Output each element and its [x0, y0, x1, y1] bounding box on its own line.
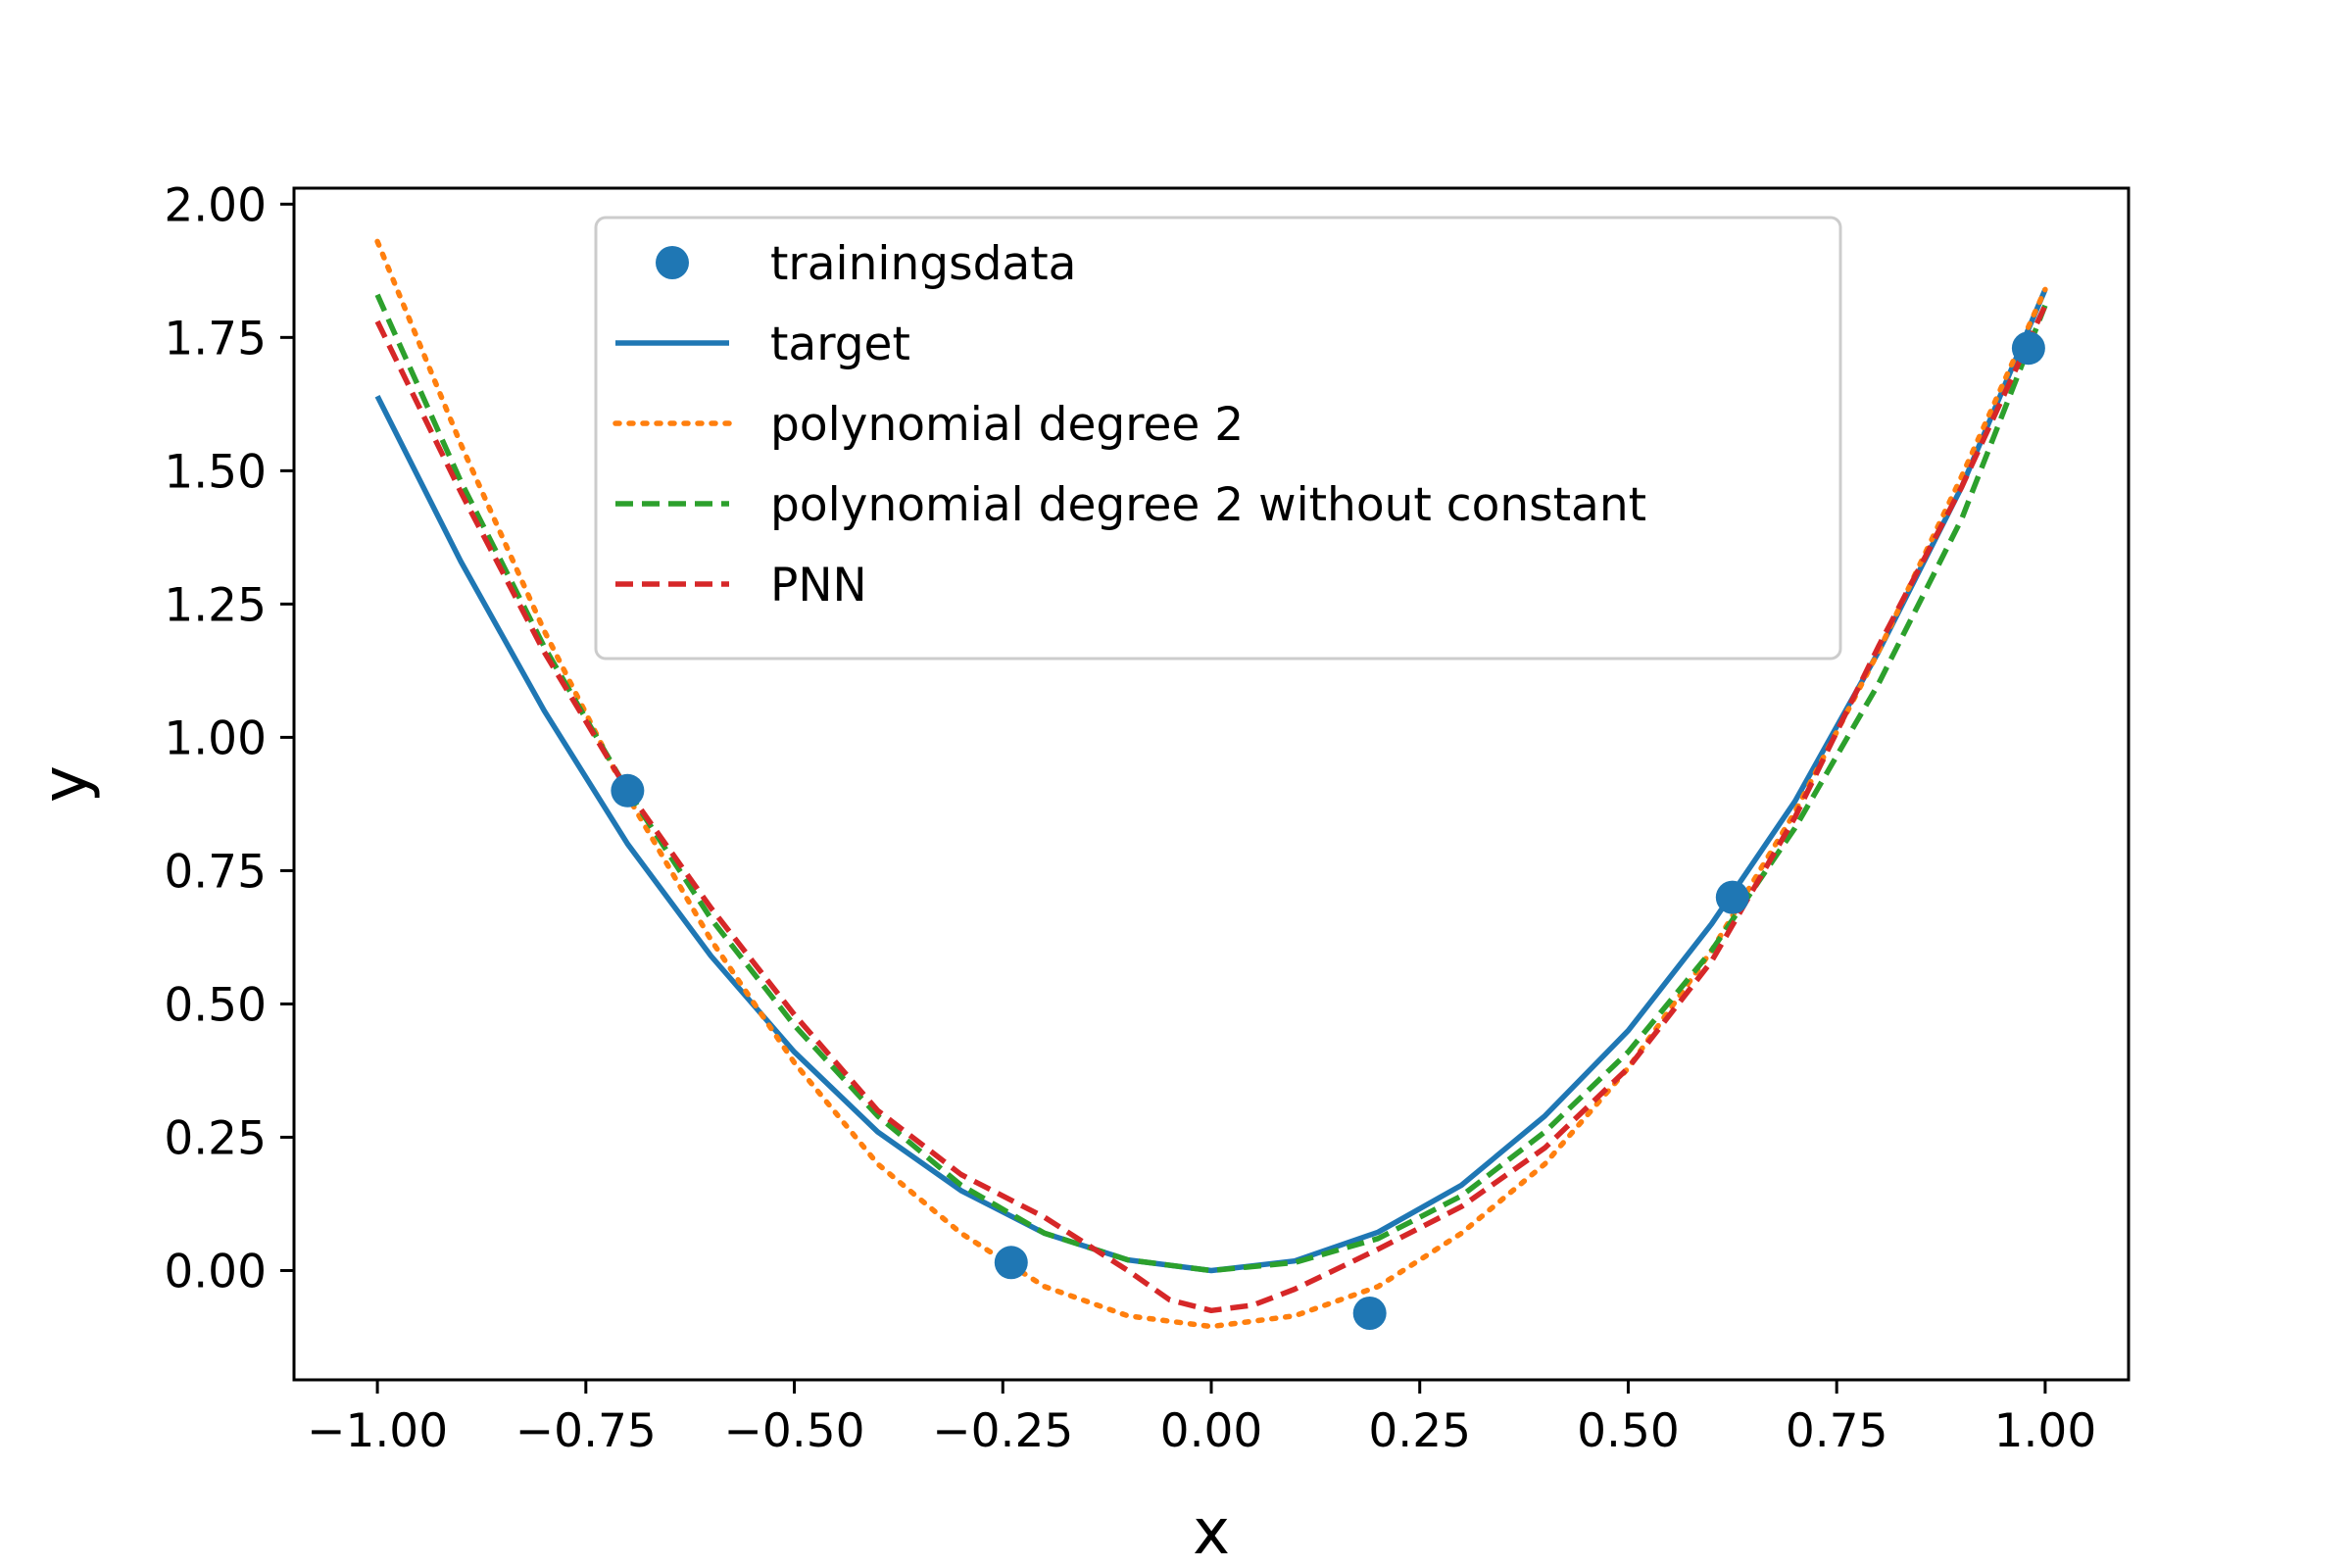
legend-label: target	[770, 318, 910, 371]
legend-label: polynomial degree 2	[770, 398, 1244, 452]
x-tick-label: −0.25	[932, 1404, 1073, 1458]
series-layer	[374, 238, 2048, 1330]
y-tick-label: 1.50	[164, 445, 267, 499]
data-point	[994, 1246, 1028, 1280]
data-point	[611, 773, 645, 808]
legend-label: PNN	[770, 559, 867, 612]
x-tick-label: 0.75	[1786, 1404, 1888, 1458]
x-tick-label: −0.50	[724, 1404, 865, 1458]
series-line-target	[374, 288, 2048, 1274]
x-axis: −1.00 −0.75 −0.50 −0.25 0.00 0.25 0.50 0.75 1.00	[307, 1380, 2096, 1458]
x-tick-label: 0.00	[1160, 1404, 1263, 1458]
series-line-polynomial-degree-2	[374, 238, 2048, 1330]
legend-box	[594, 216, 1842, 661]
data-point	[1715, 880, 1749, 914]
y-tick-label: 1.25	[164, 578, 267, 632]
data-point	[1352, 1296, 1387, 1330]
legend-label: polynomial degree 2 without constant	[770, 478, 1646, 532]
y-tick-label: 0.00	[164, 1245, 267, 1298]
x-tick-label: −0.75	[515, 1404, 657, 1458]
x-tick-label: 0.50	[1577, 1404, 1680, 1458]
legend-label: trainingsdata	[770, 237, 1076, 291]
y-tick-label: 0.75	[164, 845, 267, 899]
x-tick-label: −1.00	[307, 1404, 448, 1458]
x-tick-label: 1.00	[1994, 1404, 2097, 1458]
y-tick-label: 2.00	[164, 178, 267, 232]
series-line-pnn	[374, 304, 2048, 1314]
y-tick-label: 0.25	[164, 1111, 267, 1165]
y-axis: 0.00 0.25 0.50 0.75 1.00 1.25 1.50 1.75 2.00	[164, 178, 294, 1298]
x-axis-label: x	[1193, 1496, 1230, 1568]
data-point	[2011, 331, 2045, 366]
y-tick-label: 1.75	[164, 312, 267, 366]
x-tick-label: 0.25	[1368, 1404, 1471, 1458]
y-tick-label: 1.00	[164, 711, 267, 765]
y-tick-label: 0.50	[164, 978, 267, 1032]
legend: trainingsdata target polynomial degree 2 po…	[594, 216, 1842, 661]
y-axis-label: y	[29, 765, 102, 803]
legend-marker	[656, 246, 689, 279]
